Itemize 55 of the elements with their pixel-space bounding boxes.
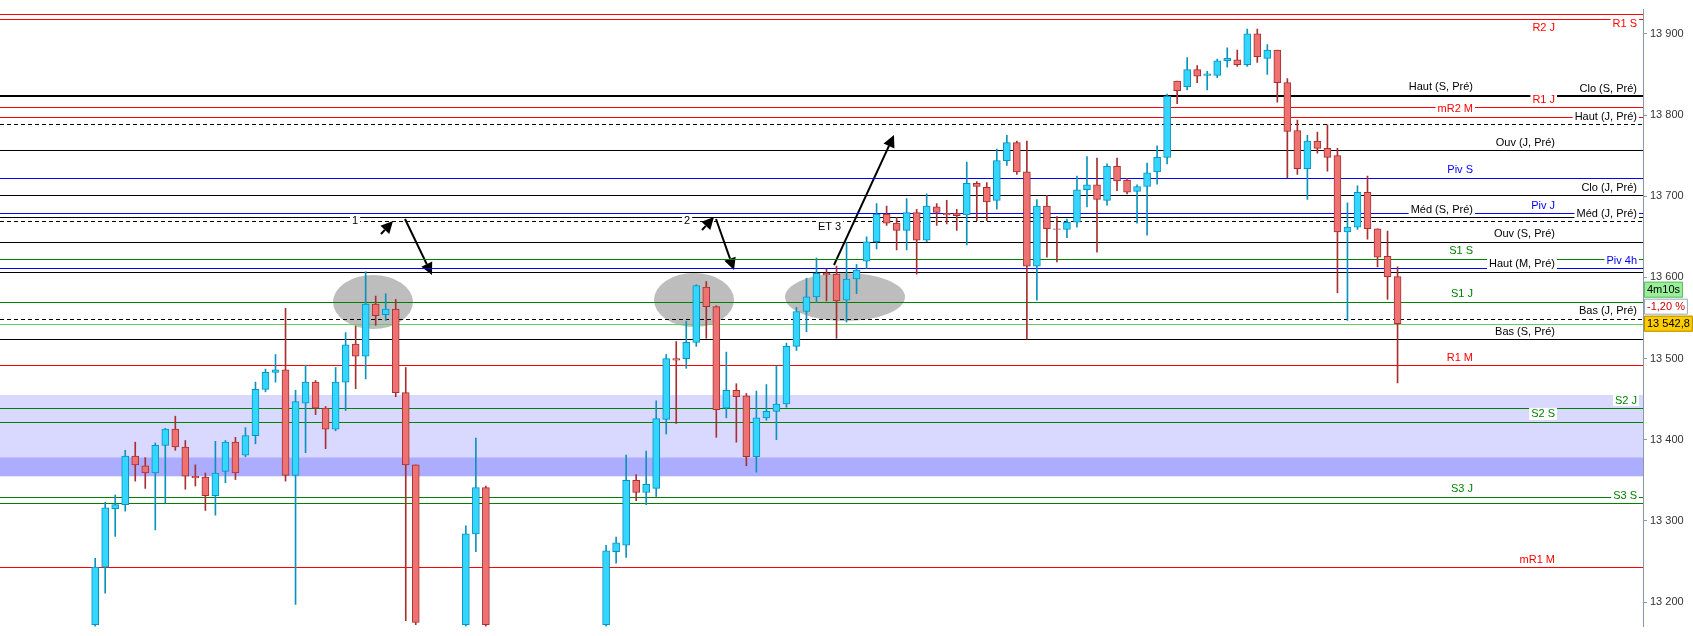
candlestick <box>952 208 961 231</box>
ref-line-label: Piv 4h <box>1606 254 1637 267</box>
ref-line-label: R2 J <box>1532 21 1555 34</box>
text: 13 542,8 <box>1647 316 1690 329</box>
candlestick <box>1093 157 1101 253</box>
ref-line-label: Méd (J, Pré) <box>1576 206 1637 219</box>
y-tick-label: 13 200 <box>1650 595 1684 608</box>
ref-line-label: Haut (S, Pré) <box>1408 80 1473 93</box>
annotation: 2 <box>684 214 691 227</box>
text: 4m10s <box>1647 282 1681 295</box>
annotation: 1 <box>352 214 359 227</box>
ref-line-label: Bas (J, Pré) <box>1578 304 1637 317</box>
ref-line-label: Haut (M, Pré) <box>1488 257 1555 270</box>
ref-line-label: S2 J <box>1614 393 1637 406</box>
candlestick <box>672 341 681 424</box>
y-tick-label: 13 800 <box>1650 108 1684 121</box>
candlestick <box>1223 47 1232 68</box>
ref-line-label: Bas (S, Pré) <box>1495 324 1555 337</box>
ref-line-label: S1 J <box>1450 287 1473 300</box>
y-tick-label: 13 700 <box>1650 189 1684 202</box>
ref-line-label: S3 S <box>1613 488 1637 501</box>
candlestick <box>161 428 170 504</box>
ref-line-label: Ouv (J, Pré) <box>1495 135 1555 148</box>
ref-line-label: R1 J <box>1532 92 1555 105</box>
annotation: ET 3 <box>818 220 842 233</box>
candlestick <box>131 441 140 482</box>
ref-line-label: S3 J <box>1450 482 1473 495</box>
ref-line-label: mR2 M <box>1437 102 1473 115</box>
candlestick <box>111 494 120 537</box>
candlestick <box>381 293 390 321</box>
candlestick <box>141 457 150 489</box>
ref-line-label: S1 S <box>1449 244 1473 257</box>
text: -1,20 % <box>1647 299 1686 312</box>
ref-line-label: Méd (S, Pré) <box>1410 202 1473 215</box>
ref-line-label: R1 S <box>1612 17 1637 29</box>
ref-line-label: S2 S <box>1531 407 1555 420</box>
y-tick-label: 13 600 <box>1650 270 1684 283</box>
ref-line-label: mR1 M <box>1519 552 1555 565</box>
y-tick-label: 13 300 <box>1650 513 1684 526</box>
ref-line-label: Ouv (S, Pré) <box>1493 227 1555 240</box>
candlestick <box>642 450 651 505</box>
ref-line-label: Clo (S, Pré) <box>1579 81 1637 94</box>
y-tick-label: 13 400 <box>1650 432 1684 445</box>
candlestick <box>1083 156 1091 208</box>
candlestick <box>972 181 981 221</box>
ref-line-label: Piv J <box>1531 198 1555 211</box>
ref-line-label: Piv S <box>1447 163 1473 176</box>
y-tick-label: 13 900 <box>1650 26 1684 39</box>
ref-line-label: R1 M <box>1446 350 1473 363</box>
ref-line-label: Clo (J, Pré) <box>1581 180 1637 193</box>
candlestick <box>1143 162 1151 236</box>
candlestick <box>1203 70 1212 91</box>
candlestick <box>1133 184 1141 224</box>
y-tick-label: 13 500 <box>1650 351 1684 364</box>
ref-line-label: Haut (J, Pré) <box>1574 109 1637 122</box>
